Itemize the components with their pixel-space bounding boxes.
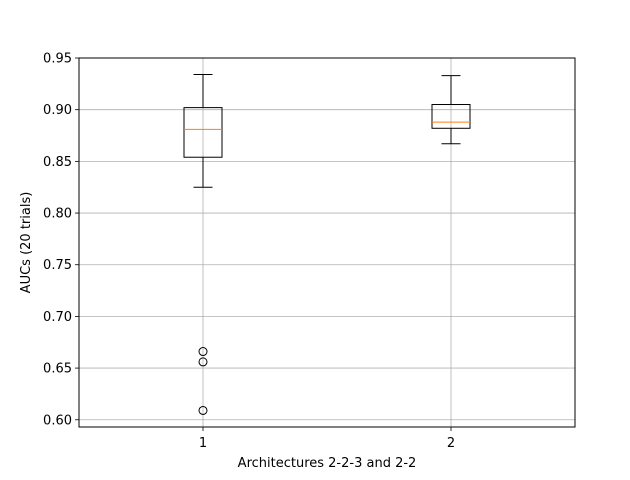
grid-layer <box>79 57 575 427</box>
plot-frame <box>78 57 576 428</box>
box-group-2 <box>431 75 471 145</box>
y-tick-label: 0.80 <box>43 207 72 222</box>
outlier-point <box>198 357 208 367</box>
box-layer <box>183 74 471 415</box>
y-tick-label: 0.90 <box>43 103 72 118</box>
y-tick-label: 0.70 <box>43 310 72 325</box>
y-tick-label: 0.75 <box>43 258 72 273</box>
x-axis-label: Architectures 2-2-3 and 2-2 <box>238 456 417 471</box>
y-tick-label: 0.85 <box>43 155 72 170</box>
y-axis-label: AUCs (20 trials) <box>19 192 34 294</box>
iqr-box <box>431 104 471 129</box>
x-tick-label: 1 <box>199 436 207 451</box>
y-tick-label: 0.60 <box>43 413 72 428</box>
iqr-box <box>183 107 223 158</box>
y-tick-label: 0.65 <box>43 362 72 377</box>
y-tick-label: 0.95 <box>43 52 72 67</box>
outlier-point <box>198 347 208 357</box>
outlier-point <box>198 405 208 415</box>
box-group-1 <box>183 74 223 415</box>
x-tick-label: 2 <box>447 436 455 451</box>
tick-layer: 0.60 0.65 0.70 0.75 0.80 0.85 0.90 0.95 1 2 <box>43 52 455 452</box>
